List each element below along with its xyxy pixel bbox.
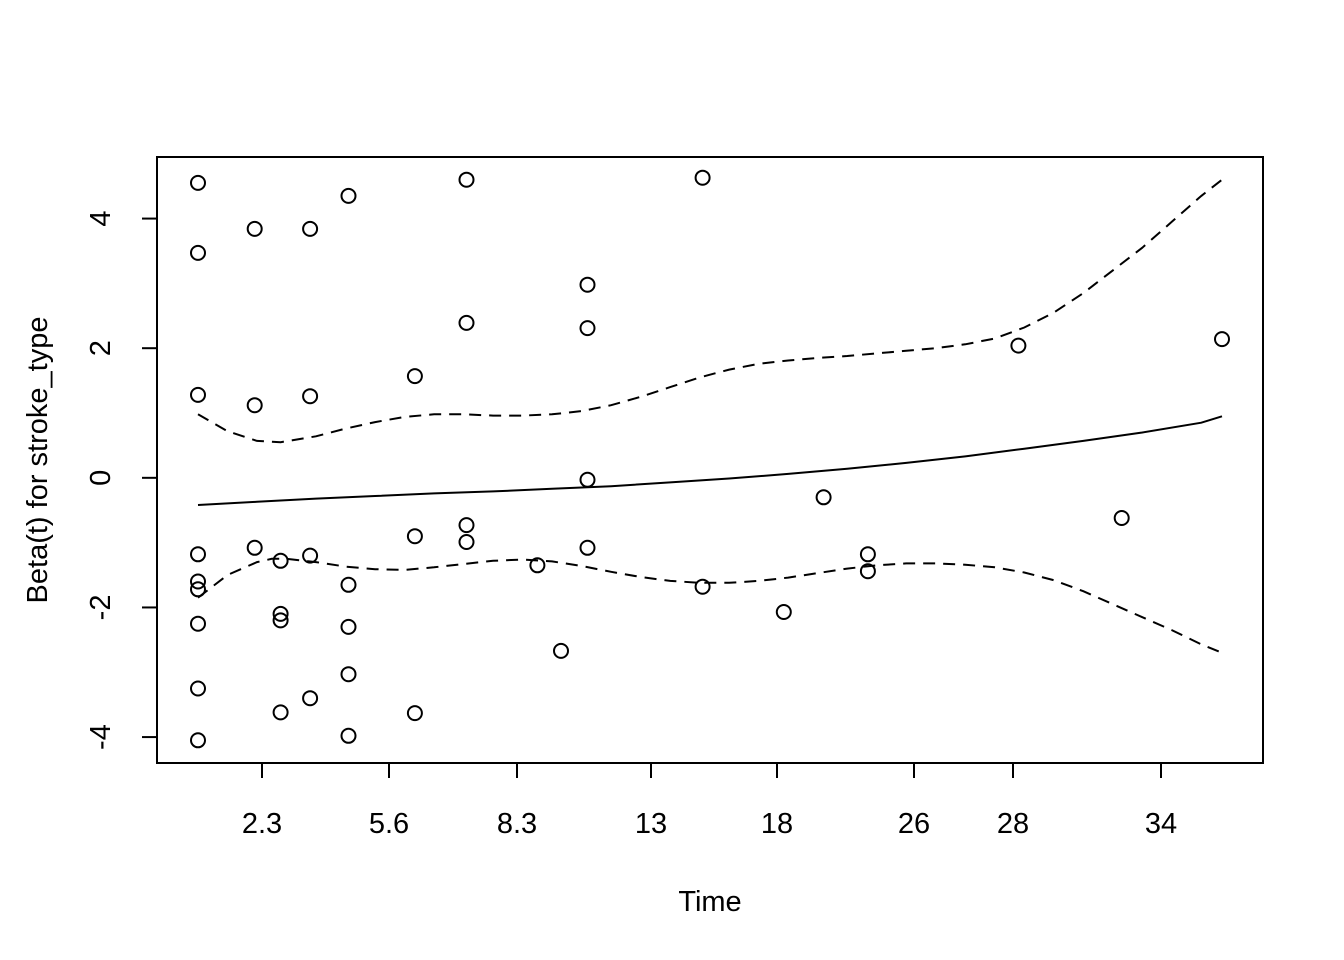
data-point bbox=[859, 563, 876, 580]
data-point bbox=[458, 314, 475, 331]
data-point bbox=[815, 489, 832, 506]
data-point bbox=[302, 547, 319, 564]
x-axis-label: Time bbox=[678, 886, 741, 918]
data-point bbox=[340, 618, 357, 635]
residual-points bbox=[190, 169, 1230, 749]
data-point bbox=[458, 534, 475, 550]
data-point bbox=[579, 320, 596, 337]
x-tick-label: 13 bbox=[635, 808, 667, 840]
x-axis: 2.3 5.6 8.3 13 18 26 28 34 bbox=[242, 763, 1177, 840]
data-point bbox=[406, 528, 423, 545]
data-point bbox=[190, 573, 206, 590]
data-point bbox=[246, 539, 263, 556]
y-tick-label: 0 bbox=[85, 470, 117, 486]
upper-confidence-band bbox=[197, 178, 1223, 444]
y-axis: -4 -2 0 2 4 bbox=[85, 211, 157, 750]
data-point bbox=[553, 642, 569, 659]
data-point bbox=[302, 388, 319, 405]
data-point bbox=[272, 704, 289, 721]
data-point bbox=[302, 220, 319, 237]
data-point bbox=[694, 578, 711, 595]
data-point bbox=[272, 552, 289, 569]
data-point bbox=[246, 220, 263, 237]
data-point bbox=[1010, 337, 1027, 354]
x-tick-label: 18 bbox=[761, 808, 793, 840]
data-point bbox=[272, 612, 289, 629]
data-point bbox=[1214, 331, 1230, 348]
data-point bbox=[190, 732, 206, 749]
y-tick-label: -2 bbox=[85, 595, 117, 621]
data-point bbox=[340, 576, 357, 593]
data-point bbox=[859, 546, 876, 563]
data-point bbox=[190, 615, 206, 632]
data-point bbox=[190, 581, 206, 598]
data-point bbox=[694, 169, 711, 186]
data-point bbox=[340, 666, 357, 683]
x-tick-label: 5.6 bbox=[369, 808, 409, 840]
plot-frame bbox=[156, 156, 1264, 764]
data-point bbox=[190, 386, 206, 403]
data-point bbox=[340, 187, 357, 204]
data-point bbox=[579, 539, 596, 556]
x-tick-label: 28 bbox=[997, 808, 1029, 840]
y-tick-label: 4 bbox=[85, 211, 117, 227]
data-point bbox=[579, 276, 596, 293]
fitted-beta-line bbox=[197, 415, 1223, 506]
data-point bbox=[302, 690, 319, 707]
x-tick-label: 2.3 bbox=[242, 808, 282, 840]
data-point bbox=[190, 174, 206, 191]
data-point bbox=[190, 244, 206, 261]
x-tick-label: 8.3 bbox=[497, 808, 537, 840]
x-tick-label: 26 bbox=[898, 808, 930, 840]
data-point bbox=[1113, 510, 1130, 526]
data-point bbox=[775, 604, 792, 620]
data-point bbox=[579, 471, 596, 488]
data-point bbox=[272, 605, 289, 622]
data-point bbox=[190, 680, 206, 697]
x-tick-label: 34 bbox=[1145, 808, 1177, 840]
data-point bbox=[406, 368, 423, 385]
y-axis-label: Beta(t) for stroke_type bbox=[22, 317, 54, 604]
fit-curves bbox=[197, 178, 1223, 654]
data-point bbox=[458, 171, 475, 188]
lower-confidence-band bbox=[197, 557, 1223, 654]
data-point bbox=[340, 727, 357, 744]
y-tick-label: -4 bbox=[85, 724, 117, 750]
data-point bbox=[529, 557, 546, 574]
data-point bbox=[246, 397, 263, 414]
y-tick-label: 2 bbox=[85, 340, 117, 356]
data-point bbox=[458, 517, 475, 534]
data-point bbox=[190, 546, 206, 563]
data-point bbox=[406, 705, 423, 722]
